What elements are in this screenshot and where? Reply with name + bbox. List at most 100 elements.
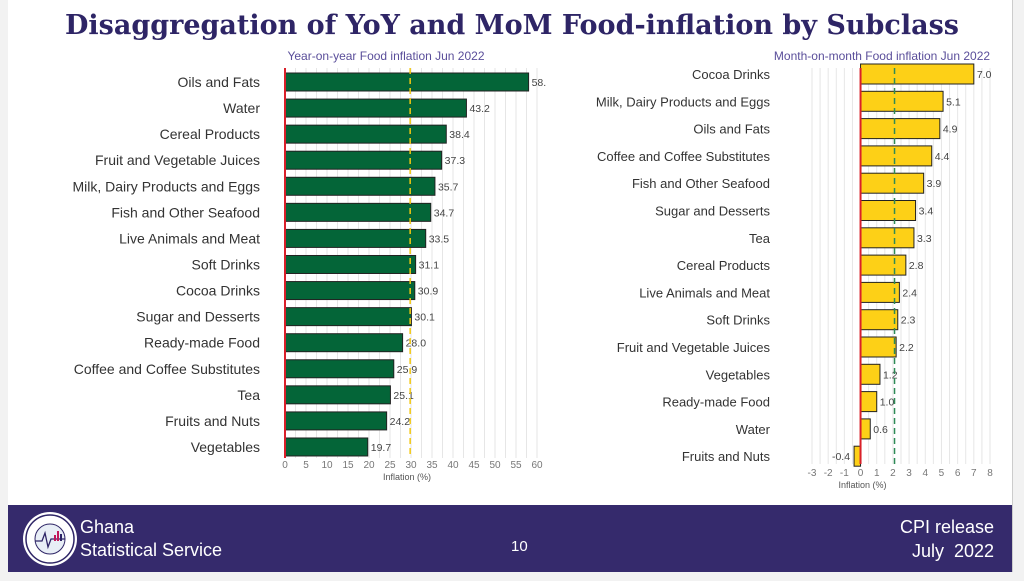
category-label: Milk, Dairy Products and Eggs xyxy=(596,94,771,109)
category-label: Water xyxy=(736,422,771,437)
x-tick-label: 60 xyxy=(531,460,543,471)
x-tick-label: 0 xyxy=(282,460,288,471)
x-tick-label: 55 xyxy=(510,460,522,471)
x-tick-label: 1 xyxy=(874,468,880,479)
category-label: Soft Drinks xyxy=(706,313,770,328)
category-label: Live Animals and Meat xyxy=(119,230,260,246)
category-label: Oils and Fats xyxy=(178,74,260,90)
data-label: 31.1 xyxy=(419,259,440,271)
category-label: Cereal Products xyxy=(677,258,771,273)
bar xyxy=(284,254,417,274)
bar xyxy=(284,176,436,196)
bar xyxy=(860,391,878,413)
data-label: 30.1 xyxy=(414,312,435,324)
x-tick-label: 15 xyxy=(342,460,354,471)
bar xyxy=(860,145,933,167)
x-tick-label: 10 xyxy=(321,460,333,471)
data-label: 25.9 xyxy=(397,364,418,376)
x-tick-label: 30 xyxy=(405,460,417,471)
category-label: Coffee and Coffee Substitutes xyxy=(597,149,770,164)
x-tick-label: -1 xyxy=(840,468,849,479)
bar xyxy=(284,228,427,248)
data-label: 35.7 xyxy=(438,181,459,193)
bar xyxy=(284,307,412,327)
x-tick-label: 6 xyxy=(955,468,961,479)
data-label: 2.3 xyxy=(901,315,916,327)
bar xyxy=(284,124,447,144)
x-tick-label: 8 xyxy=(987,468,993,479)
bar xyxy=(860,418,871,440)
slide xyxy=(8,0,1013,572)
data-label: 30.9 xyxy=(418,286,439,298)
bar xyxy=(284,72,530,92)
x-tick-label: -3 xyxy=(808,468,817,479)
x-tick-label: 3 xyxy=(906,468,912,479)
data-label: 34.7 xyxy=(434,207,455,219)
category-label: Vegetables xyxy=(191,439,260,455)
x-tick-label: 5 xyxy=(939,468,945,479)
x-tick-label: 40 xyxy=(447,460,459,471)
data-label: 0.6 xyxy=(873,424,888,436)
x-tick-label: 4 xyxy=(922,468,928,479)
chart-title: Year-on-year Food inflation Jun 2022 xyxy=(287,49,484,63)
category-label: Cocoa Drinks xyxy=(692,67,771,82)
x-tick-label: 45 xyxy=(468,460,480,471)
category-label: Coffee and Coffee Substitutes xyxy=(74,361,260,377)
release-line1: CPI release xyxy=(899,517,994,537)
category-label: Fruits and Nuts xyxy=(682,449,771,464)
org-name-line2: Statistical Service xyxy=(80,540,223,560)
x-tick-label: 35 xyxy=(426,460,438,471)
category-label: Ready-made Food xyxy=(144,335,260,351)
data-label: 28.0 xyxy=(406,338,427,350)
data-label: 25.1 xyxy=(393,390,414,402)
bar xyxy=(284,385,391,405)
category-label: Tea xyxy=(237,387,260,403)
category-label: Fish and Other Seafood xyxy=(632,176,770,191)
data-label: 37.3 xyxy=(445,155,466,167)
data-label: 4.4 xyxy=(935,151,950,163)
chart-title: Month-on-month Food inflation Jun 2022 xyxy=(774,49,990,63)
x-tick-label: 0 xyxy=(858,468,864,479)
x-tick-label: 2 xyxy=(890,468,896,479)
category-label: Ready-made Food xyxy=(662,395,770,410)
ghana-statistical-service-logo-icon xyxy=(23,512,77,566)
x-axis-label: Inflation (%) xyxy=(383,472,431,482)
category-label: Sugar and Desserts xyxy=(655,204,770,219)
bar xyxy=(284,98,467,118)
bar xyxy=(860,227,915,249)
category-label: Cocoa Drinks xyxy=(176,283,260,299)
data-label: 33.5 xyxy=(429,233,450,245)
page-number: 10 xyxy=(511,538,528,555)
category-label: Water xyxy=(223,100,260,116)
x-tick-label: -2 xyxy=(824,468,833,479)
bar xyxy=(860,254,907,276)
category-label: Live Animals and Meat xyxy=(639,285,770,300)
category-label: Cereal Products xyxy=(160,126,260,142)
bar xyxy=(860,336,897,358)
bar xyxy=(860,200,917,221)
bar xyxy=(860,90,944,112)
category-label: Tea xyxy=(749,231,771,246)
bar xyxy=(860,118,941,140)
bar xyxy=(860,309,899,331)
category-label: Fruits and Nuts xyxy=(165,413,260,429)
x-tick-label: 7 xyxy=(971,468,977,479)
footer: Ghana Statistical Service 10 CPI release… xyxy=(8,505,1012,572)
data-label: 58. xyxy=(532,77,547,89)
x-tick-label: 5 xyxy=(303,460,309,471)
data-label: 24.2 xyxy=(390,416,411,428)
category-label: Fruit and Vegetable Juices xyxy=(95,152,260,168)
data-label: -0.4 xyxy=(832,451,850,463)
bar xyxy=(284,359,395,379)
data-label: 1.0 xyxy=(880,397,895,409)
bar xyxy=(284,281,416,301)
bar xyxy=(284,333,404,353)
category-label: Oils and Fats xyxy=(693,122,770,137)
data-label: 1.2 xyxy=(883,369,898,381)
category-label: Fish and Other Seafood xyxy=(111,204,260,220)
release-line2: July 2022 xyxy=(911,541,994,561)
org-name-line1: Ghana xyxy=(80,517,135,537)
category-label: Vegetables xyxy=(706,367,771,382)
bar xyxy=(860,172,925,194)
data-label: 4.9 xyxy=(943,124,958,136)
